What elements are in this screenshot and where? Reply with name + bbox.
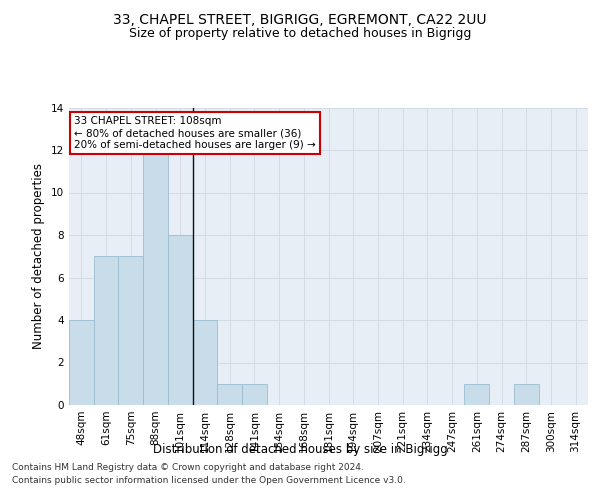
Text: 33 CHAPEL STREET: 108sqm
← 80% of detached houses are smaller (36)
20% of semi-d: 33 CHAPEL STREET: 108sqm ← 80% of detach…: [74, 116, 316, 150]
Bar: [193, 320, 217, 405]
Y-axis label: Number of detached properties: Number of detached properties: [32, 163, 46, 350]
Bar: [217, 384, 242, 405]
Bar: [464, 384, 489, 405]
Text: Contains public sector information licensed under the Open Government Licence v3: Contains public sector information licen…: [12, 476, 406, 485]
Bar: [168, 235, 193, 405]
Bar: [143, 150, 168, 405]
Text: Distribution of detached houses by size in Bigrigg: Distribution of detached houses by size …: [152, 442, 448, 456]
Text: 33, CHAPEL STREET, BIGRIGG, EGREMONT, CA22 2UU: 33, CHAPEL STREET, BIGRIGG, EGREMONT, CA…: [113, 12, 487, 26]
Bar: [242, 384, 267, 405]
Bar: [69, 320, 94, 405]
Text: Size of property relative to detached houses in Bigrigg: Size of property relative to detached ho…: [129, 28, 471, 40]
Bar: [514, 384, 539, 405]
Bar: [94, 256, 118, 405]
Bar: [118, 256, 143, 405]
Text: Contains HM Land Registry data © Crown copyright and database right 2024.: Contains HM Land Registry data © Crown c…: [12, 464, 364, 472]
